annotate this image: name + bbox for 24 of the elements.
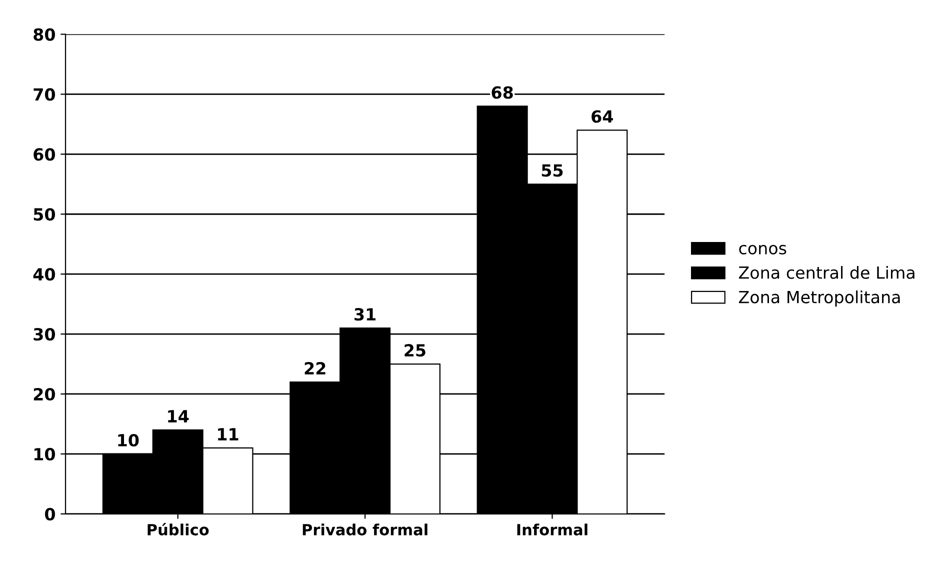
data-label: 25 <box>404 344 426 357</box>
y-tick-label: 50 <box>34 208 55 221</box>
y-tick-label: 40 <box>33 268 55 281</box>
data-label: 64 <box>592 110 613 123</box>
y-tick-label: 30 <box>34 328 55 341</box>
y-tick-label: 10 <box>34 448 55 461</box>
data-label: 55 <box>542 164 563 177</box>
legend-label: Zona Metropolitana <box>738 290 900 307</box>
y-tick-label: 60 <box>34 148 55 161</box>
x-tick-label: Público <box>148 523 209 536</box>
y-tick-label: 80 <box>34 28 55 41</box>
data-label: 14 <box>168 410 189 422</box>
data-label: 22 <box>304 362 326 374</box>
data-label: 31 <box>354 308 376 321</box>
x-tick-label: Privado formal <box>302 524 428 536</box>
x-tick-label: Informal <box>517 524 588 536</box>
data-label: 68 <box>492 86 513 99</box>
legend-label: conos <box>739 244 786 254</box>
data-label: 10 <box>118 434 139 447</box>
legend-label: Zona central de Lima <box>738 266 914 279</box>
y-tick-label: 70 <box>34 88 55 101</box>
y-tick-label: 0 <box>45 508 55 520</box>
data-label: 11 <box>218 428 238 440</box>
y-tick-label: 20 <box>34 388 55 401</box>
